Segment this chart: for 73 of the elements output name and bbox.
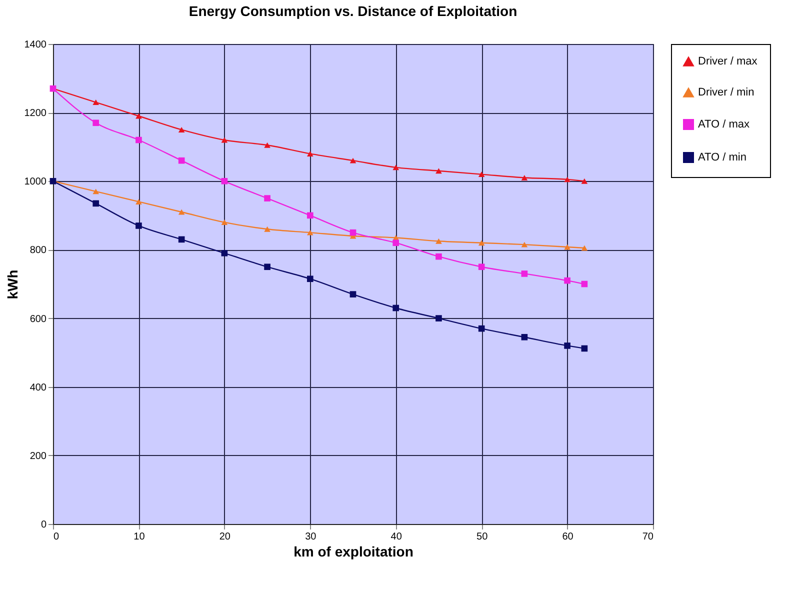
point: [436, 315, 442, 322]
x-tick-label: 50: [476, 532, 488, 542]
point: [564, 176, 570, 182]
point: [306, 150, 314, 156]
point: [306, 230, 314, 236]
point: [478, 325, 485, 332]
y-tick-label: 400: [30, 382, 47, 394]
point: [178, 236, 185, 243]
x-tick-label: 20: [219, 532, 231, 542]
point: [581, 280, 588, 288]
legend-label: Driver / max: [698, 56, 758, 68]
point: [392, 304, 400, 312]
point: [221, 220, 228, 226]
point: [178, 209, 185, 215]
point: [581, 345, 588, 352]
x-tick-label: 60: [562, 532, 574, 542]
point: [478, 264, 485, 270]
point: [436, 253, 442, 260]
point: [178, 157, 185, 164]
point: [306, 212, 314, 219]
legend-label: Driver / min: [698, 86, 754, 98]
y-tick-label: 0: [40, 520, 47, 530]
point: [478, 240, 485, 246]
point: [92, 200, 100, 207]
point: [436, 168, 442, 174]
y-axis-title: kWh: [4, 270, 20, 300]
legend-label: ATO / min: [698, 152, 746, 164]
point: [521, 174, 528, 180]
x-tick-label: 0: [54, 532, 60, 542]
y-tick-label: 1200: [24, 108, 47, 120]
point: [136, 198, 142, 204]
x-tick-label: 40: [390, 532, 402, 542]
point: [350, 229, 356, 236]
point: [564, 277, 570, 284]
y-tick-label: 1000: [24, 176, 47, 188]
point: [264, 264, 270, 270]
point: [581, 245, 588, 251]
point: [521, 242, 528, 248]
point: [306, 276, 314, 282]
chart-title: Energy Consumption vs. Distance of Exploitation: [188, 3, 518, 19]
point: [264, 226, 270, 232]
point: [350, 291, 356, 298]
point: [221, 178, 228, 184]
point: [564, 342, 570, 349]
point: [350, 158, 356, 164]
point: [436, 238, 442, 244]
point: [136, 113, 142, 119]
point: [264, 195, 270, 202]
point: [136, 222, 142, 229]
x-tick-label: 10: [134, 532, 146, 542]
point: [521, 334, 528, 340]
x-tick-label: 70: [642, 532, 654, 542]
point: [92, 188, 100, 194]
x-axis-title: km of exploitation: [294, 544, 414, 560]
point: [264, 142, 270, 148]
legend-label: ATO / max: [698, 118, 750, 130]
point: [92, 100, 100, 106]
y-tick-label: 800: [30, 245, 47, 256]
y-tick-label: 200: [30, 450, 47, 462]
point: [564, 244, 570, 250]
y-tick-label: 1400: [24, 40, 47, 50]
point: [178, 126, 185, 132]
point: [521, 270, 528, 277]
point: [221, 250, 228, 256]
point: [581, 178, 588, 184]
point: [392, 240, 400, 246]
x-tick-label: 30: [305, 532, 317, 542]
y-tick-label: 600: [30, 314, 47, 325]
point: [92, 120, 100, 126]
point: [136, 136, 142, 144]
point: [392, 164, 400, 170]
point: [478, 172, 485, 178]
point: [221, 137, 228, 143]
